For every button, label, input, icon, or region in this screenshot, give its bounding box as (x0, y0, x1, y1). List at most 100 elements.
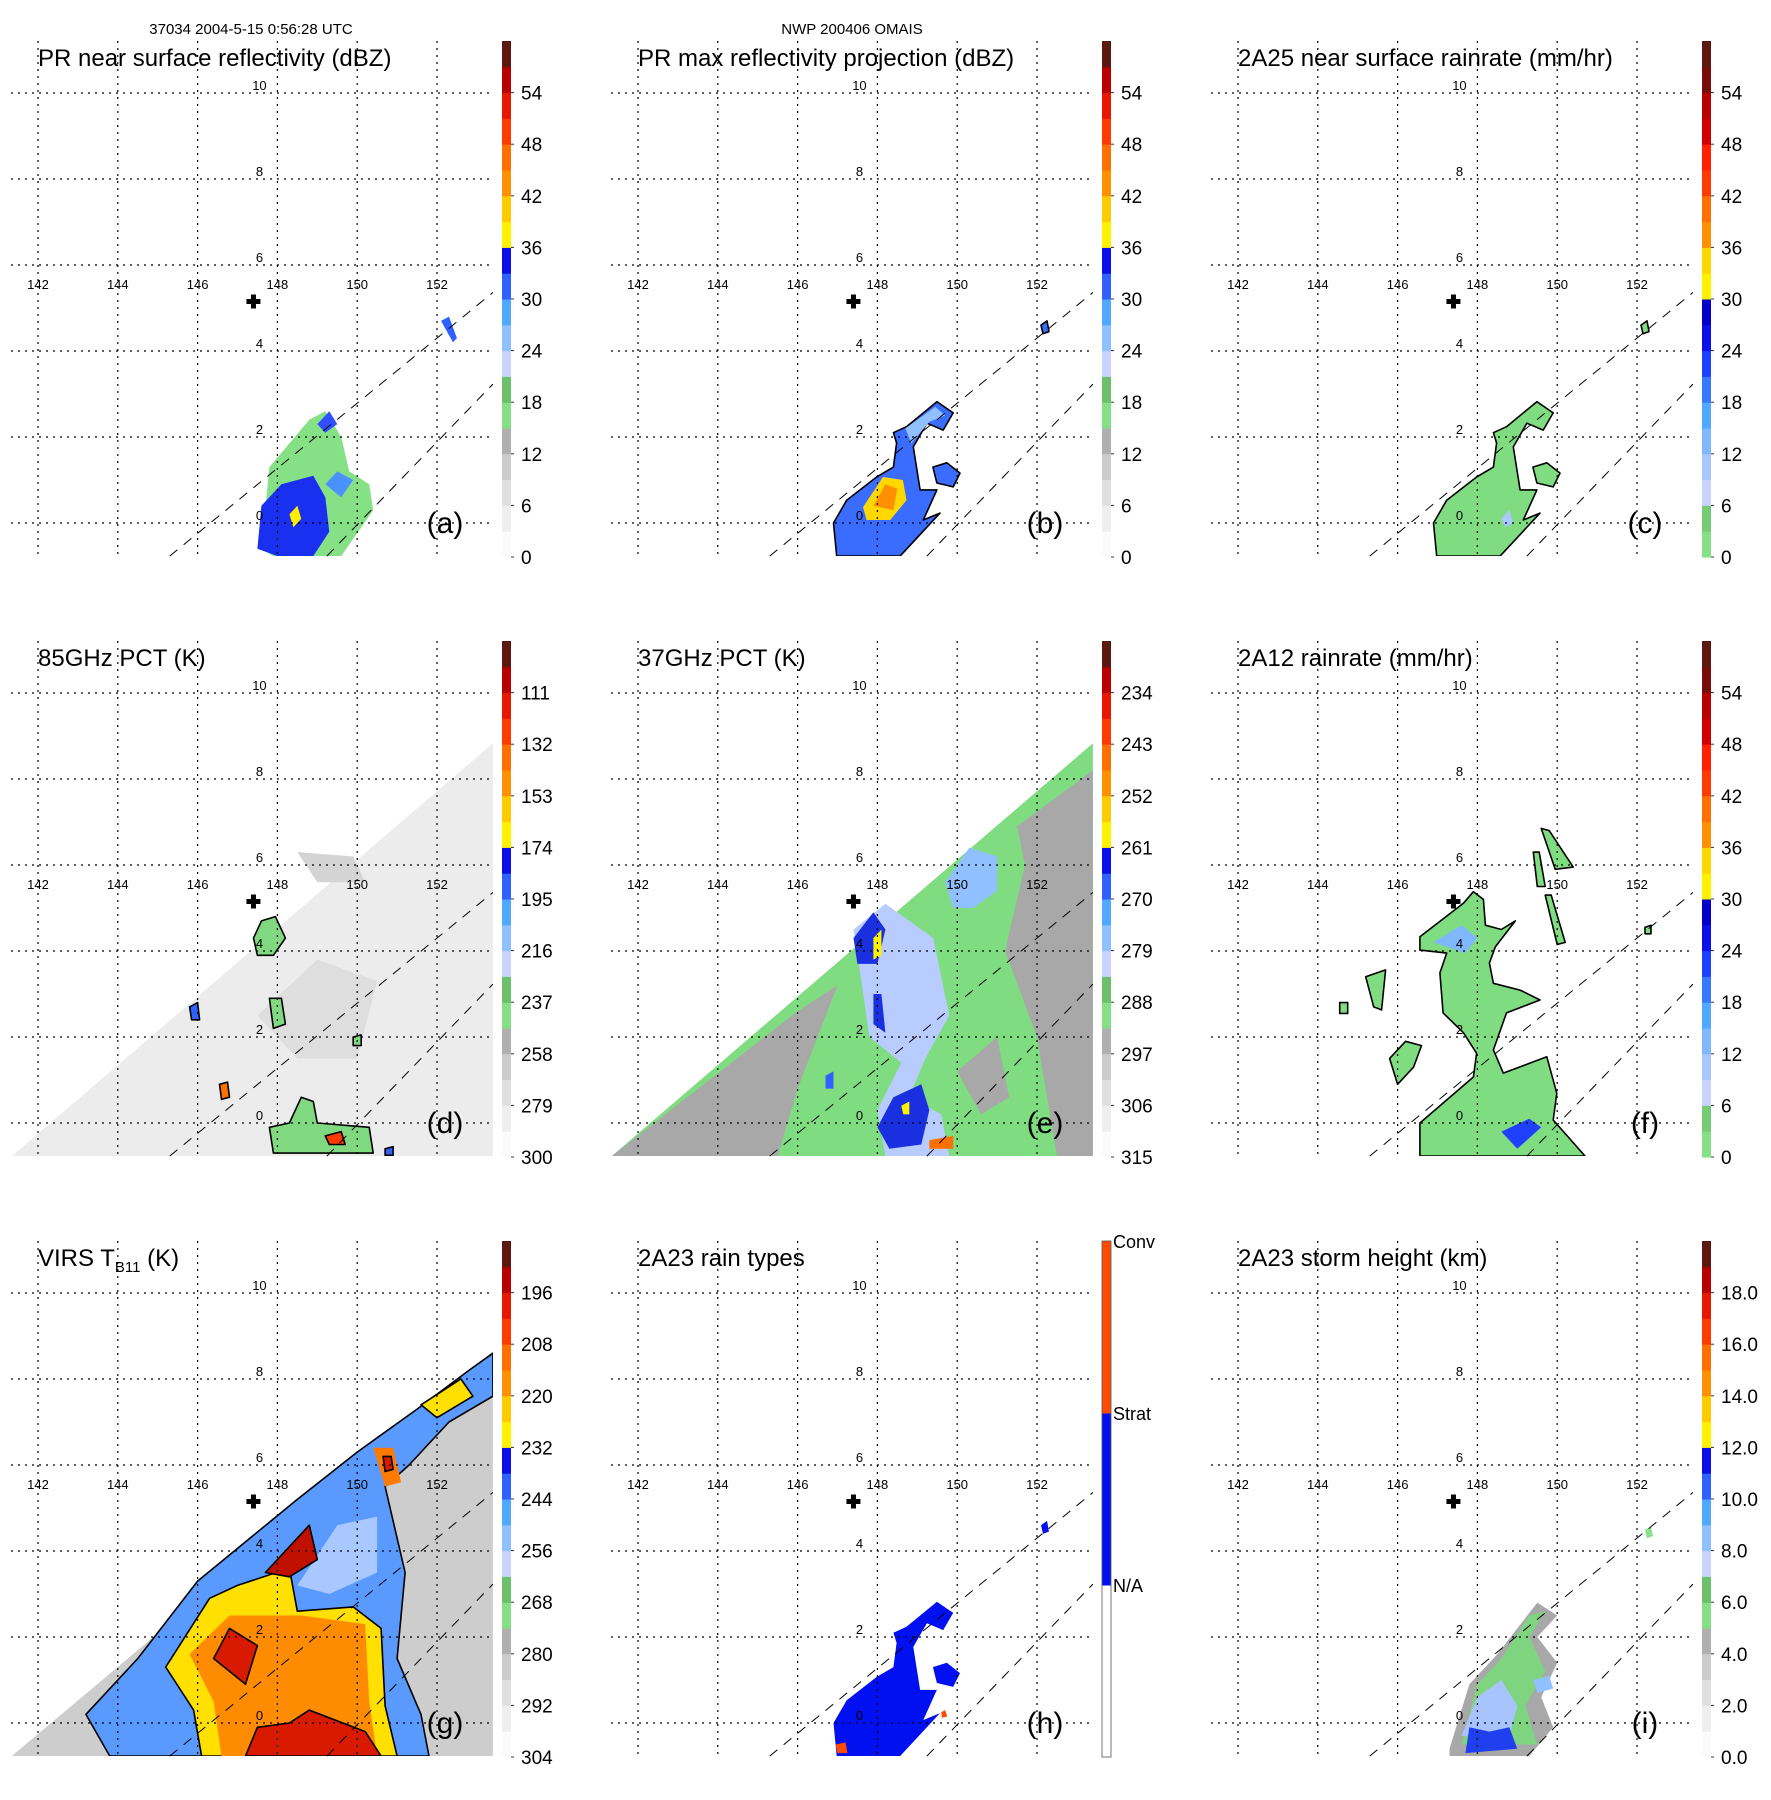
lat-tick-label: 8 (1456, 1364, 1463, 1379)
colorbar-label: 216 (521, 942, 553, 963)
lat-tick-label: 2 (1456, 422, 1463, 437)
precip-feature (611, 985, 838, 1156)
colorbar-bin (502, 821, 511, 848)
lon-tick-label: 152 (1026, 877, 1048, 892)
panel-letter: (d) (427, 1107, 464, 1140)
colorbar-bin (502, 641, 511, 668)
lat-tick-label: 0 (1456, 1108, 1463, 1123)
colorbar-label: 30 (1721, 290, 1742, 311)
colorbar-bin (502, 1731, 511, 1758)
colorbar-bin (1102, 1053, 1111, 1081)
colorbar-bin (1702, 1679, 1711, 1706)
lat-tick-label: 2 (856, 1622, 863, 1637)
colorbar-bin (1102, 1028, 1111, 1055)
colorbar-label: 48 (521, 135, 542, 156)
colorbar-bin (1702, 428, 1711, 455)
colorbar-bin (502, 1447, 511, 1474)
map-canvas: 142 144 146 148 150 152 0 2 4 6 8 10 2A23 storm heig… (1211, 1241, 1758, 1769)
colorbar-bin (502, 1576, 511, 1603)
colorbar-bin (1102, 1131, 1111, 1158)
orbit-time-header: 37034 2004-5-15 0:56:28 UTC (149, 21, 353, 38)
lon-tick-label: 146 (187, 877, 209, 892)
colorbar-bin (1702, 1705, 1711, 1732)
colorbar-bin (1702, 666, 1711, 694)
sensor-swath (11, 743, 493, 1156)
colorbar-label: 42 (1721, 187, 1742, 208)
lat-tick-label: 4 (256, 1536, 263, 1551)
lon-tick-label: 152 (1626, 877, 1648, 892)
colorbar-label: 153 (521, 787, 553, 808)
colorbar-bin (502, 1002, 511, 1029)
lat-tick-label: 0 (256, 1708, 263, 1723)
lat-tick-label: 2 (1456, 1622, 1463, 1637)
colorbar-label: 36 (1721, 838, 1742, 859)
colorbar-bin (1702, 376, 1711, 403)
lat-tick-label: 6 (856, 850, 863, 865)
lat-tick-label: 8 (256, 764, 263, 779)
map-panel-b: 142 144 146 148 150 152 0 2 4 6 8 10 PR max reflecti… (600, 0, 1200, 600)
colorbar-label: 6 (1121, 496, 1132, 517)
colorbar-label: 208 (521, 1335, 553, 1356)
colorbar-label: 12 (1121, 445, 1142, 466)
colorbar-bin (1702, 1421, 1711, 1448)
colorbar-label: 18 (1121, 393, 1142, 414)
colorbar-bin (1702, 1653, 1711, 1681)
colorbar-label: 18.0 (1721, 1284, 1758, 1305)
panel-title-text: VIRS T (38, 1245, 115, 1272)
map-panel-c: 142 144 146 148 150 152 0 2 4 6 8 10 2A25 near surfa… (1200, 0, 1771, 600)
lat-tick-label: 0 (856, 1108, 863, 1123)
colorbar-bin (502, 66, 511, 94)
colorbar-label: 244 (521, 1490, 553, 1511)
precip-feature (244, 1709, 382, 1756)
map-data-layer (832, 320, 1050, 556)
lat-tick-label: 0 (256, 508, 263, 523)
map-panel-a: 142 144 146 148 150 152 0 2 4 6 8 10 PR near surface… (0, 0, 600, 600)
lon-tick-label: 150 (346, 877, 368, 892)
colorbar-label: 18 (1721, 393, 1742, 414)
precip-feature (945, 847, 998, 908)
colorbar-label: 196 (521, 1284, 553, 1305)
colorbar-bin (502, 1028, 511, 1055)
colorbar-bin (1102, 299, 1111, 326)
map-canvas: 142 144 146 148 150 152 0 2 4 6 8 10 VIRS TB11 (K) (g… (11, 1241, 553, 1769)
colorbar: 0 6 12 18 24 30 36 42 48 54 (1702, 41, 1743, 569)
map-canvas: 142 144 146 148 150 152 0 2 4 6 8 10 37GHz PCT (K) (e… (611, 641, 1153, 1169)
colorbar-label: 268 (521, 1593, 553, 1614)
plus-icon (246, 294, 261, 309)
panel-title: 85GHz PCT (K) (38, 645, 206, 672)
colorbar-bin (1102, 718, 1111, 745)
lat-tick-label: 6 (1456, 850, 1463, 865)
precip-feature (932, 1662, 960, 1687)
colorbar-bin (1702, 453, 1711, 481)
colorbar-bin (1102, 247, 1111, 274)
colorbar-bin (1702, 718, 1711, 745)
precip-feature (268, 1096, 375, 1154)
colorbar-bin (502, 1499, 511, 1526)
panel-title: 37GHz PCT (K) (638, 645, 806, 672)
plus-icon (1446, 894, 1461, 909)
colorbar-bin (1702, 873, 1711, 900)
panel-letter: (f) (1631, 1107, 1659, 1140)
lat-tick-label: 10 (852, 1278, 866, 1293)
pr-swath-edge (169, 892, 494, 1157)
plus-icon (846, 894, 861, 909)
colorbar-label: 36 (1721, 238, 1742, 259)
colorbar-label: 24 (521, 342, 543, 363)
map-data-layer (611, 743, 1093, 1156)
colorbar-bin (1702, 847, 1711, 874)
colorbar-bin (1702, 144, 1711, 171)
graticule: 142 144 146 148 150 152 0 2 4 6 8 10 (611, 1241, 1093, 1756)
lat-tick-label: 8 (856, 1364, 863, 1379)
colorbar-bin (502, 1053, 511, 1081)
lon-tick-label: 146 (187, 277, 209, 292)
lat-tick-label: 0 (1456, 1708, 1463, 1723)
colorbar-label: 36 (521, 238, 542, 259)
lat-tick-label: 2 (256, 1022, 263, 1037)
lat-tick-label: 6 (1456, 1450, 1463, 1465)
colorbar-bin (1102, 221, 1111, 248)
pr-swath-edge (326, 1583, 494, 1757)
lat-tick-label: 10 (1452, 1278, 1466, 1293)
colorbar-bin (502, 1266, 511, 1294)
colorbar-label: 6 (521, 496, 532, 517)
